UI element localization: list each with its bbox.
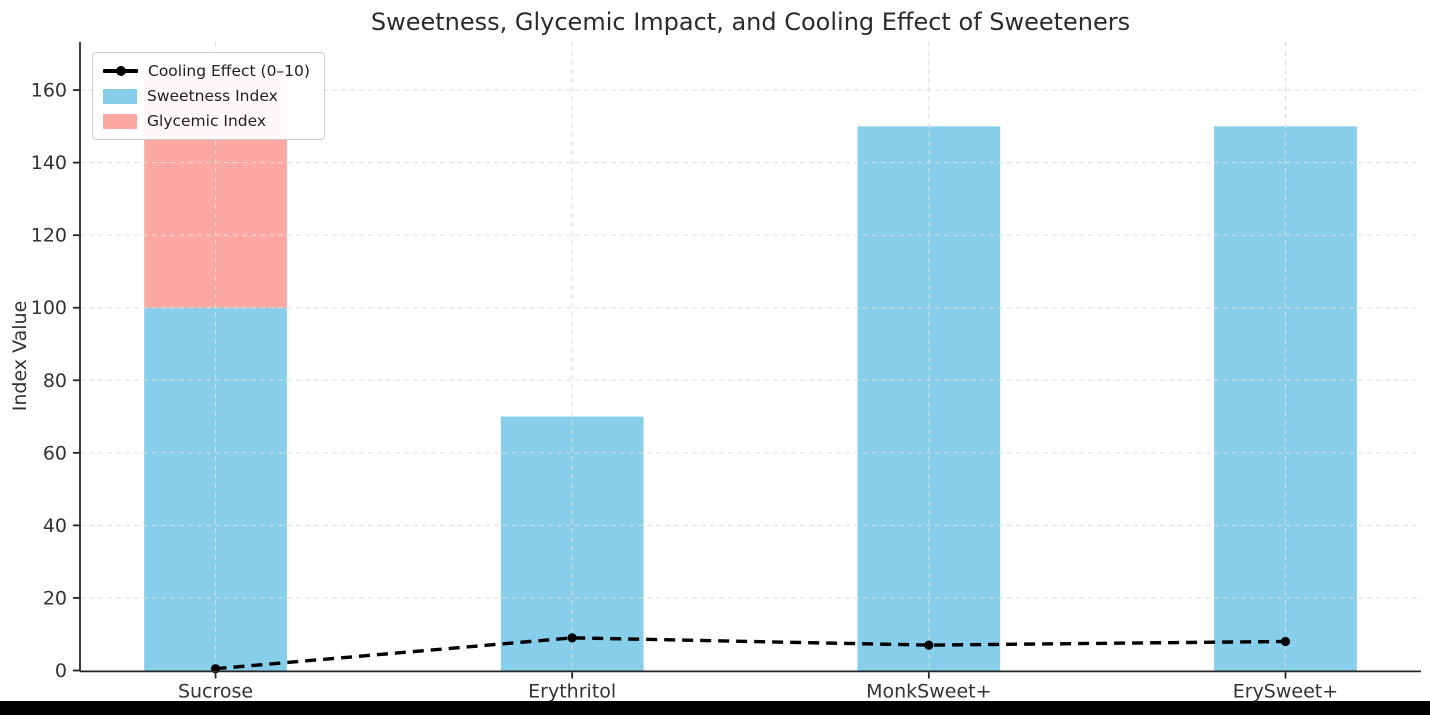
legend-item-glycemic: Glycemic Index [103, 112, 310, 130]
legend: Cooling Effect (0–10) Sweetness Index Gl… [92, 52, 325, 140]
legend-line-marker-icon [103, 66, 138, 76]
legend-label-cooling: Cooling Effect (0–10) [148, 62, 310, 80]
legend-label-sweetness: Sweetness Index [147, 87, 278, 105]
x-tick-label-2: MonkSweet+ [866, 681, 991, 702]
cooling-point-1 [567, 633, 577, 643]
y-tick-label-140: 140 [31, 152, 67, 174]
cooling-point-3 [1280, 636, 1291, 647]
y-tick-label-100: 100 [31, 297, 67, 319]
y-tick-label-0: 0 [55, 660, 67, 682]
y-tick-label-160: 160 [31, 80, 67, 102]
legend-swatch-sweetness [103, 88, 137, 104]
chart-title: Sweetness, Glycemic Impact, and Cooling … [370, 8, 1131, 36]
y-tick-label-120: 120 [31, 225, 67, 247]
x-tick-label-1: Erythritol [528, 681, 616, 702]
cooling-line [215, 636, 1286, 671]
bottom-black-strip [0, 701, 1430, 715]
legend-swatch-glycemic [103, 113, 137, 129]
legend-item-sweetness: Sweetness Index [103, 87, 310, 105]
y-tick-label-60: 60 [43, 442, 67, 464]
x-tick-label-3: ErySweet+ [1233, 681, 1338, 702]
y-axis-label: Index Value [9, 301, 31, 412]
y-tick-label-40: 40 [43, 515, 67, 537]
y-tick-label-20: 20 [43, 587, 67, 609]
bar-sweetness-1 [500, 416, 644, 671]
cooling-point-2 [924, 640, 934, 650]
y-tick-label-80: 80 [43, 370, 67, 392]
x-tick-label-0: Sucrose [178, 681, 253, 702]
legend-label-glycemic: Glycemic Index [147, 112, 267, 130]
legend-item-cooling: Cooling Effect (0–10) [103, 62, 310, 80]
bar-sweetness-0 [144, 307, 287, 671]
